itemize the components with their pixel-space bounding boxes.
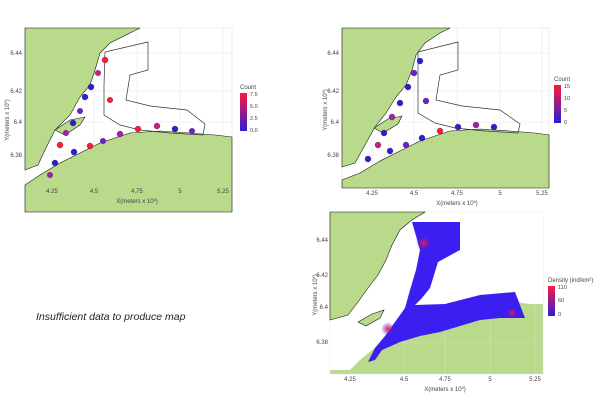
x-tick: 4.25 [366,191,378,197]
x-axis: 4.25 4.5 4.75 5 5.25 X(meters x 105) [366,191,548,207]
density-hotspot [416,235,432,251]
y-tick: 6.42 [327,89,339,95]
north-land [329,211,427,321]
y-tick: 6.42 [10,89,22,95]
x-tick: 5 [488,377,492,383]
y-axis: 6.44 6.42 6.4 6.38 Y(meters x 105) [3,51,23,159]
legend-tick: 5.0 [250,104,258,110]
density-map: 6.44 6.42 6.4 6.38 Y(meters x 105) 4.25 … [311,211,593,393]
legend-tick: 2.5 [250,116,258,122]
survey-boundary [417,41,521,134]
x-axis: 4.25 4.5 4.75 5 5.25 X(meters x 106) [46,189,229,205]
y-tick: 6.44 [327,51,339,57]
legend-colorbar [554,85,561,123]
north-land [24,27,141,171]
x-tick: 4.25 [344,377,356,383]
legend-title: Count [554,77,570,83]
density-hotspot [381,322,395,336]
count-map-right: 6.44 6.42 6.4 6.38 Y(meters x 105) 4.25 … [321,27,570,207]
x-tick: 4.25 [46,189,58,195]
legend-tick: 0 [564,120,567,126]
legend-tick: 0.0 [250,128,258,134]
y-tick: 6.4 [320,305,329,311]
legend: Count 7.5 5.0 2.5 0.0 [240,85,258,134]
x-tick: 5.25 [536,191,548,197]
y-axis: 6.44 6.42 6.4 6.38 Y(meters x 105) [321,51,340,159]
y-axis: 6.44 6.42 6.4 6.38 Y(meters x 105) [311,238,329,346]
north-land [341,27,451,168]
y-tick: 6.4 [14,120,23,126]
y-tick: 6.38 [316,340,328,346]
legend-tick: 7.5 [250,92,258,98]
x-axis-label: X(meters x 105) [436,199,478,207]
legend-tick: 0 [558,312,561,318]
legend-title: Count [240,85,256,91]
count-points [364,57,498,163]
y-tick: 6.38 [10,153,22,159]
x-tick: 4.75 [131,189,143,195]
legend-tick: 5 [564,108,567,114]
count-map-panel-left: 6.44 6.42 6.4 6.38 Y(meters x 105) 4.25 … [0,25,260,215]
legend-tick: 110 [558,285,567,291]
x-tick: 5.25 [529,377,541,383]
x-tick: 4.75 [439,377,451,383]
insufficient-data-message: Insufficient data to produce map [36,311,186,323]
y-axis-label: Y(meters x 105) [311,274,319,316]
south-land [341,128,550,189]
x-tick: 4.5 [400,377,409,383]
count-map-left: 6.44 6.42 6.4 6.38 Y(meters x 105) 4.25 … [3,27,258,213]
legend-colorbar [240,93,247,131]
y-tick: 6.44 [316,238,328,244]
y-axis-label: Y(meters x 105) [321,89,329,131]
y-axis-label: Y(meters x 105) [3,99,11,141]
legend-tick: 15 [564,84,570,90]
legend-colorbar [548,286,555,316]
survey-boundary [103,41,206,136]
y-tick: 6.44 [10,51,22,57]
density-surface [368,222,525,362]
x-tick: 4.5 [90,189,99,195]
x-tick: 5 [498,191,502,197]
x-axis-label: X(meters x 106) [116,197,158,205]
legend-title: Density (ind/km²) [548,278,593,284]
x-axis-label: X(meters x 105) [424,385,466,393]
x-tick: 5 [178,189,182,195]
count-points [47,56,195,178]
south-land [24,130,233,213]
x-tick: 4.5 [410,191,419,197]
x-axis: 4.25 4.5 4.75 5 5.25 X(meters x 105) [344,377,541,393]
density-map-panel: 6.44 6.42 6.4 6.38 Y(meters x 105) 4.25 … [311,210,601,405]
y-tick: 6.38 [327,153,339,159]
x-tick: 5.25 [217,189,229,195]
count-map-panel-right: 6.44 6.42 6.4 6.38 Y(meters x 105) 4.25 … [320,25,601,215]
density-hotspot [506,307,518,319]
y-tick: 6.4 [331,120,340,126]
island [357,309,385,327]
plot-area [24,27,233,213]
legend: Density (ind/km²) 110 60 0 [548,278,593,318]
legend-tick: 60 [558,298,564,304]
legend-tick: 10 [564,96,570,102]
y-tick: 6.42 [316,273,328,279]
x-tick: 4.75 [451,191,463,197]
legend: Count 15 10 5 0 [554,77,570,126]
